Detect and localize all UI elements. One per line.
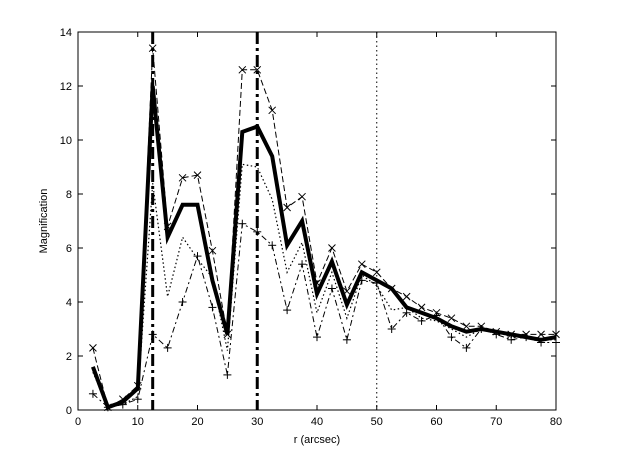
plot-area xyxy=(77,31,557,411)
x-marker xyxy=(268,106,277,115)
plus-marker xyxy=(193,252,202,261)
x-marker xyxy=(223,330,232,339)
x-tick-label: 80 xyxy=(550,416,562,428)
x-marker xyxy=(462,322,471,331)
plus-marker xyxy=(313,333,321,342)
plus-marker xyxy=(462,343,471,352)
y-tick-label: 0 xyxy=(66,405,72,417)
plus-marker xyxy=(387,325,396,333)
x-marker xyxy=(208,246,217,255)
markers-layer xyxy=(88,44,560,412)
x-marker xyxy=(328,244,336,252)
plus-marker xyxy=(118,400,127,409)
x-marker xyxy=(148,44,157,53)
x-marker xyxy=(133,381,142,390)
plus-marker xyxy=(133,395,142,404)
x-axis-label: r (arcsec) xyxy=(294,434,340,446)
x-marker xyxy=(163,222,172,231)
x-marker xyxy=(447,314,456,323)
plus-marker xyxy=(208,303,217,312)
plus-marker xyxy=(357,276,366,285)
x-marker xyxy=(298,192,306,201)
plus-marker xyxy=(88,389,97,398)
y-tick-label: 6 xyxy=(66,243,72,255)
plus-marker xyxy=(402,308,411,317)
x-tick-label: 70 xyxy=(490,416,502,428)
x-marker xyxy=(477,322,486,331)
x-marker xyxy=(104,403,112,412)
plus-marker xyxy=(537,338,546,347)
y-axis-label: Magnification xyxy=(38,189,50,254)
x-marker xyxy=(417,303,426,312)
series-line-dashdot-plus-markers xyxy=(92,222,556,408)
x-tick-label: 60 xyxy=(430,416,442,428)
series-line-dotted xyxy=(92,163,556,408)
plus-marker xyxy=(223,370,232,379)
x-marker xyxy=(89,344,97,352)
ticks-layer: 0 10 20 30 40 50 60 70 80 0 2 4 6 8 10 12 14 xyxy=(60,27,562,428)
plus-marker xyxy=(447,333,456,342)
x-tick-label: 0 xyxy=(75,416,81,428)
plus-marker xyxy=(178,298,187,306)
x-marker xyxy=(283,203,291,212)
series-line-dashed-x-markers xyxy=(92,48,556,409)
y-tick-label: 10 xyxy=(60,135,72,147)
x-tick-label: 50 xyxy=(371,416,383,428)
plus-marker xyxy=(238,219,247,228)
x-tick-label: 40 xyxy=(311,416,323,428)
plus-marker xyxy=(507,335,516,344)
plus-marker xyxy=(148,330,157,339)
plus-marker xyxy=(342,335,351,344)
plus-marker xyxy=(298,260,307,269)
x-marker xyxy=(372,268,381,277)
y-tick-label: 8 xyxy=(66,189,72,201)
plus-marker xyxy=(253,227,262,236)
x-marker xyxy=(238,65,247,74)
x-marker xyxy=(402,292,411,301)
x-marker xyxy=(253,65,262,74)
plus-marker xyxy=(417,316,426,325)
plus-marker xyxy=(372,279,381,288)
x-marker xyxy=(432,308,441,317)
y-tick-label: 2 xyxy=(66,351,72,363)
x-marker xyxy=(537,330,545,339)
x-marker xyxy=(313,279,321,287)
x-tick-label: 20 xyxy=(191,416,203,428)
x-marker xyxy=(357,260,366,269)
x-marker xyxy=(193,171,202,179)
plus-marker xyxy=(552,338,560,347)
x-tick-label: 10 xyxy=(132,416,144,428)
plus-marker xyxy=(327,284,336,293)
plus-marker xyxy=(283,306,292,315)
x-marker xyxy=(387,284,396,293)
x-marker xyxy=(343,287,351,296)
plus-marker xyxy=(163,343,172,352)
y-tick-label: 4 xyxy=(66,297,72,309)
y-tick-label: 12 xyxy=(60,81,72,93)
plus-marker xyxy=(268,241,277,250)
x-marker xyxy=(552,330,560,339)
x-marker xyxy=(507,330,516,339)
x-marker xyxy=(118,395,127,404)
x-marker xyxy=(522,330,530,339)
x-tick-label: 30 xyxy=(251,416,263,428)
x-marker xyxy=(178,173,187,182)
y-tick-label: 14 xyxy=(60,27,72,39)
x-marker xyxy=(492,327,501,336)
